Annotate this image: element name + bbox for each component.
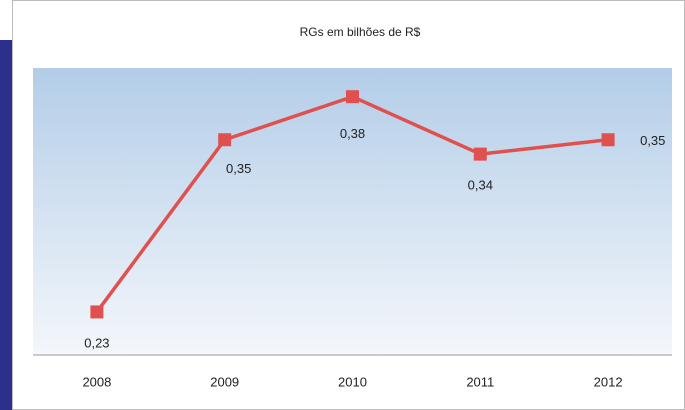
data-point	[90, 305, 104, 319]
data-label: 0,35	[226, 161, 251, 176]
x-tick-label: 2012	[594, 374, 623, 389]
x-tick-label: 2009	[210, 374, 239, 389]
data-point	[601, 133, 615, 147]
side-bar	[0, 40, 12, 410]
data-label: 0,23	[84, 335, 109, 350]
x-tick-label: 2011	[466, 374, 494, 389]
x-tick-label: 2008	[82, 374, 111, 389]
data-label: 0,38	[340, 126, 365, 141]
data-point	[346, 90, 359, 104]
plot-area	[33, 68, 672, 355]
data-point	[473, 147, 487, 161]
data-label: 0,35	[640, 133, 665, 148]
x-tick-label: 2010	[338, 374, 367, 389]
chart-title: RGs em bilhões de R$	[300, 25, 421, 39]
data-label: 0,34	[468, 178, 493, 193]
data-point	[218, 133, 232, 147]
